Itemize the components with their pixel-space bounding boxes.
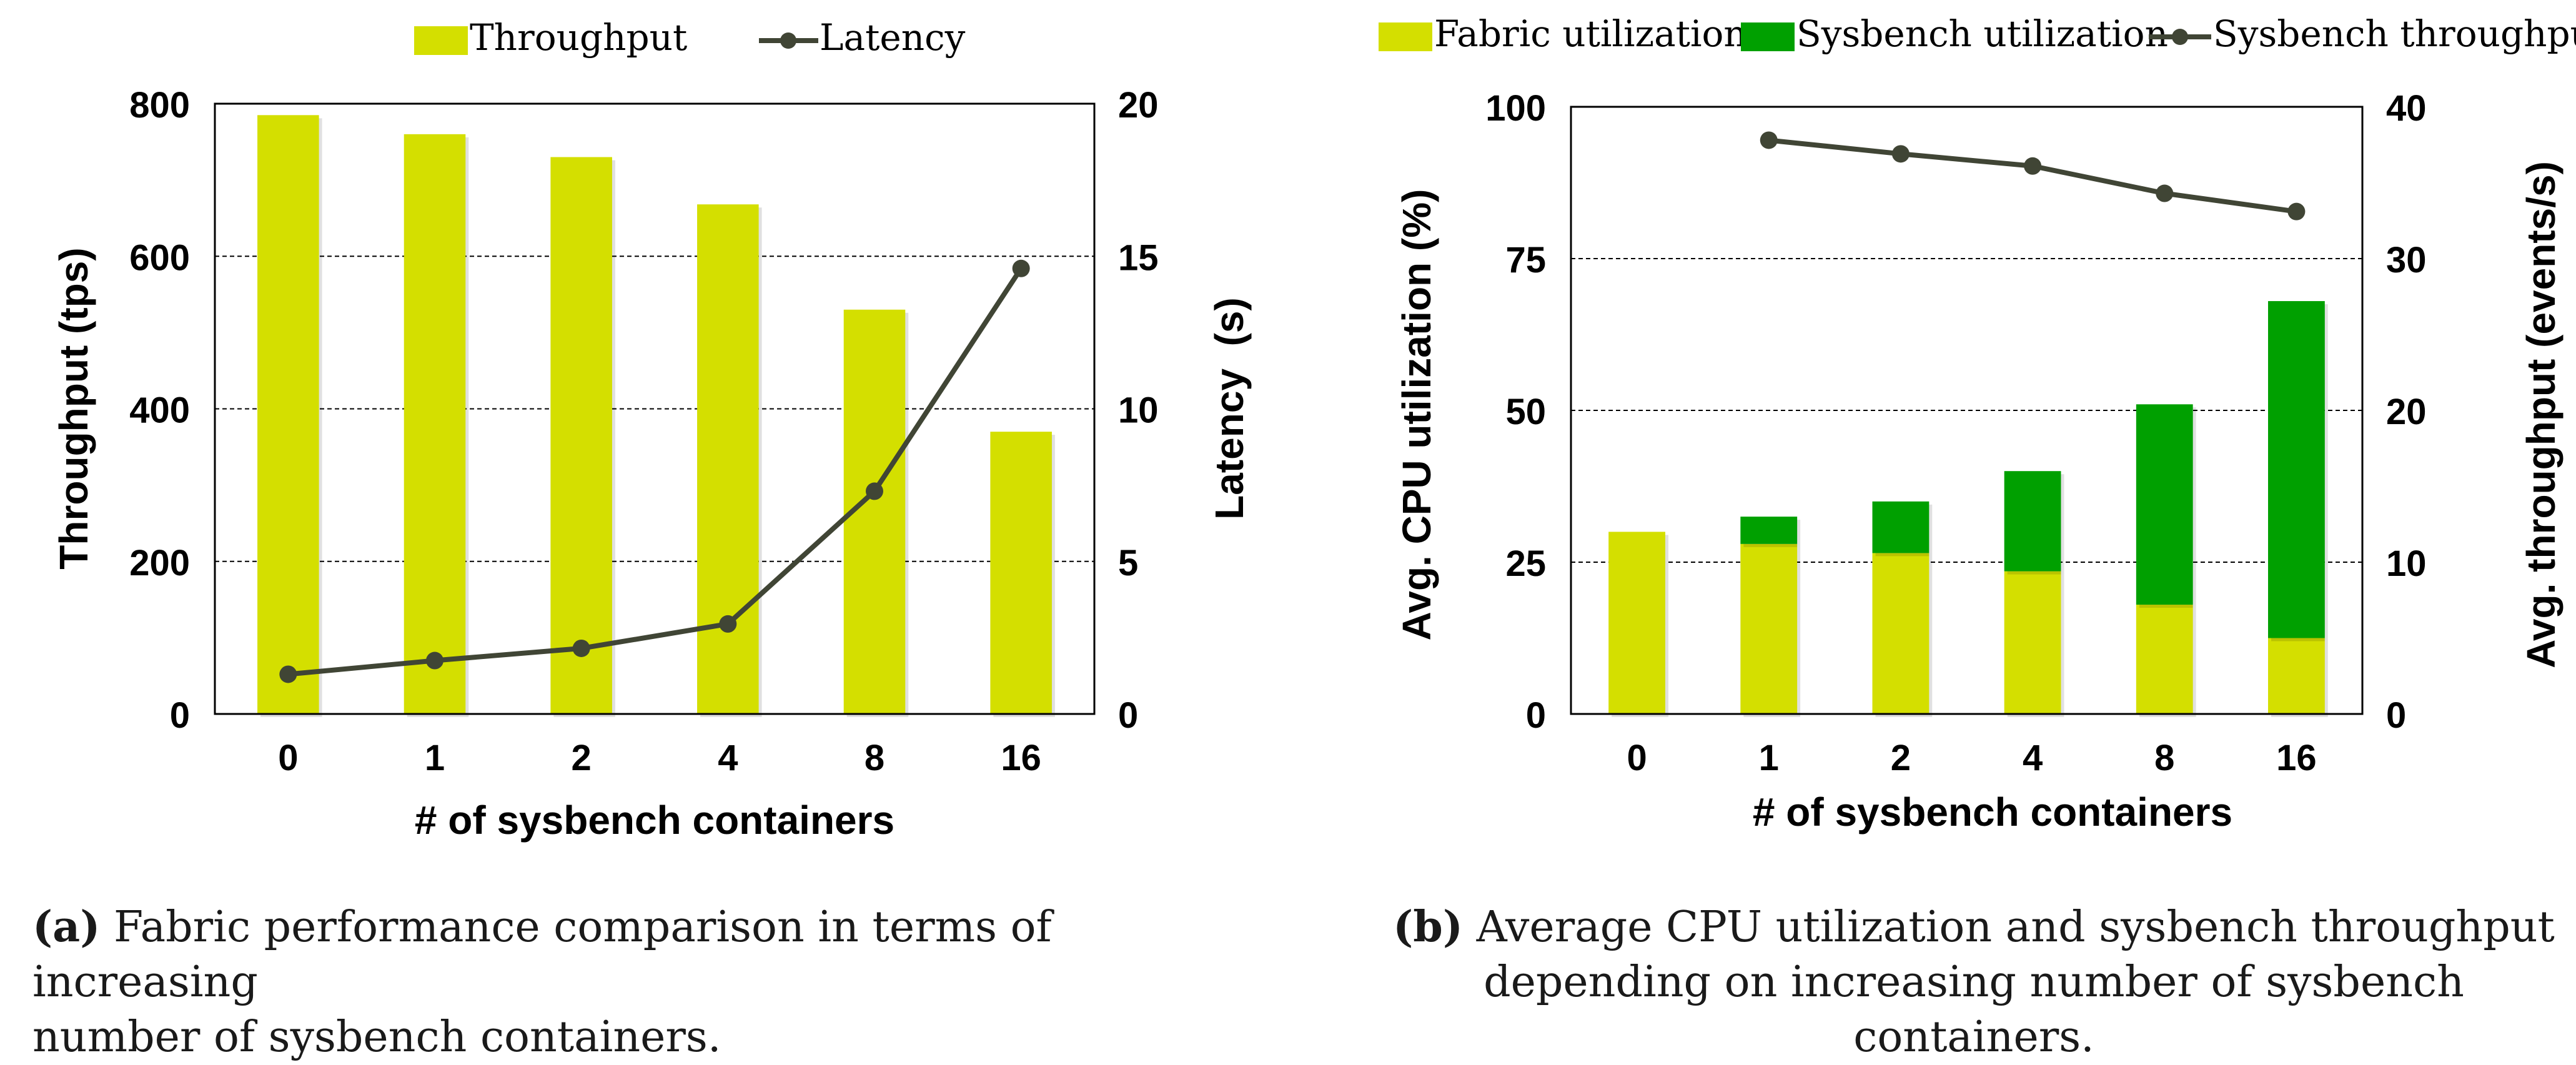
chart-b-legend: Fabric utilization Sysbench utilization … (1379, 12, 2576, 55)
chart-a-line-point (572, 639, 590, 657)
chart-a-y-tick-label: 200 (129, 543, 190, 583)
chart-a-y-axis-title: Throughput (tps) (51, 247, 96, 569)
caption-b: (b) Average CPU utilization and sysbench… (1374, 899, 2574, 1065)
caption-b-label: (b) (1393, 902, 1464, 952)
chart-a-line-point (866, 482, 883, 500)
chart-a-x-axis-title: # of sysbench containers (415, 798, 894, 843)
chart-b-line-point (1891, 145, 1910, 163)
chart-b-y-tick-label: 0 (1526, 695, 1546, 736)
chart-a-bar-throughput (697, 204, 759, 715)
chart-b-line-sysbench-throughput (1768, 137, 2297, 214)
chart-b-bar-fabric-utilization (1872, 553, 1930, 714)
chart-b-x-tick-label: 16 (2276, 738, 2317, 778)
chart-b-y-tick-label: 100 (1485, 88, 1546, 129)
chart-a-legend: Throughput Latency (414, 16, 966, 59)
chart-b-legend-fabric-label: Fabric utilization (1434, 12, 1747, 55)
chart-b-legend-fabric-swatch (1379, 22, 1432, 51)
chart-b-y-axis-title: Avg. CPU utilization (%) (1394, 189, 1439, 641)
caption-a-text-line1: Fabric performance comparison in terms o… (32, 903, 1052, 1007)
chart-a-legend-throughput-label: Throughput (470, 16, 687, 59)
chart-b-y-tick-label: 25 (1505, 543, 1546, 584)
chart-b-y2-tick-label: 40 (2386, 88, 2427, 129)
chart-b: 0 25 50 75 100 0 10 20 30 40 0 1 2 4 8 16 # of sysbench… (1379, 12, 2576, 835)
chart-b-line-point (2287, 202, 2306, 220)
chart-b-bar-fabric-utilization (2004, 571, 2061, 714)
caption-a-label: (a) (32, 902, 101, 952)
chart-a-line-point (279, 665, 297, 683)
chart-a-y2-tick-label: 0 (1118, 695, 1138, 736)
chart-a-bar-throughput (257, 115, 319, 715)
chart-b-legend-sysbench-util-label: Sysbench utilization (1796, 12, 2168, 55)
chart-a-legend-latency-marker (780, 32, 796, 49)
chart-b-legend-sysbench-util-swatch (1741, 22, 1795, 51)
chart-a-line-point (719, 615, 737, 633)
chart-a-x-tick-label: 16 (1001, 738, 1041, 778)
caption-a-text-line2: number of sysbench containers. (32, 1013, 721, 1062)
chart-b-legend-throughput-label: Sysbench throughput (2213, 12, 2576, 55)
chart-b-bar-sysbench-utilization (2268, 301, 2325, 638)
chart-b-x-tick-label: 8 (2154, 738, 2174, 778)
chart-a-y2-tick-label: 20 (1118, 85, 1159, 126)
chart-b-legend-throughput-marker (2172, 29, 2188, 45)
chart-b-line-point (1760, 131, 1778, 149)
caption-b-text-line1: Average CPU utilization and sysbench thr… (1476, 903, 2555, 952)
chart-a-bar-throughput (990, 432, 1052, 714)
chart-a-legend-throughput-swatch (414, 26, 468, 55)
chart-a-y2-tick-label: 5 (1118, 543, 1138, 583)
chart-a-y2-tick-label: 10 (1118, 390, 1159, 431)
chart-a-legend-latency-label: Latency (820, 16, 966, 59)
chart-b-y-tick-label: 75 (1505, 240, 1546, 280)
chart-b-line-point (2156, 184, 2174, 202)
chart-b-y-tick-label: 50 (1505, 392, 1546, 432)
chart-b-x-tick-label: 1 (1759, 738, 1779, 778)
chart-b-bar-sysbench-utilization (1872, 501, 1930, 553)
caption-b-text-line2: depending on increasing number of sysben… (1484, 958, 2464, 1062)
chart-b-x-tick-label: 0 (1627, 738, 1647, 778)
chart-a-x-tick-label: 2 (572, 738, 592, 778)
chart-b-y2-tick-label: 20 (2386, 392, 2427, 432)
chart-a-y2-axis-title: Latency (s) (1207, 297, 1252, 520)
chart-a-y-tick-label: 0 (170, 695, 190, 736)
chart-a-x-tick-label: 8 (864, 738, 884, 778)
chart-a-line-point (426, 651, 443, 670)
chart-a-x-tick-label: 4 (718, 738, 738, 778)
chart-b-x-tick-label: 2 (1891, 738, 1911, 778)
chart-a-y2-tick-label: 15 (1118, 237, 1159, 278)
chart-a-line-point (1012, 259, 1030, 277)
chart-a-plot-frame (214, 102, 1096, 715)
chart-b-bar-sysbench-utilization (2004, 471, 2061, 572)
chart-b-x-tick-label: 4 (2023, 738, 2043, 778)
chart-b-bar-sysbench-utilization (1740, 517, 1798, 544)
chart-b-line-point (2024, 157, 2042, 175)
chart-b-bar-fabric-utilization (2136, 605, 2193, 714)
chart-b-x-axis-title: # of sysbench containers (1753, 790, 2232, 835)
chart-b-bar-fabric-utilization (1740, 543, 1798, 714)
chart-b-y2-tick-label: 0 (2386, 695, 2406, 736)
chart-b-y2-tick-label: 10 (2386, 543, 2427, 584)
chart-a-bar-throughput (404, 134, 466, 715)
chart-a-x-tick-label: 1 (425, 738, 445, 778)
chart-a-x-tick-label: 0 (278, 738, 298, 778)
chart-b-bar-sysbench-utilization (2136, 404, 2193, 605)
chart-b-bar-fabric-utilization (2268, 638, 2325, 714)
chart-a-y-tick-label: 800 (129, 85, 190, 126)
chart-a-line-latency (287, 267, 1024, 677)
chart-b-y2-tick-label: 30 (2386, 240, 2427, 280)
chart-a-bar-throughput (550, 157, 612, 715)
chart-b-bar-fabric-utilization (1608, 532, 1665, 714)
chart-b-plot-frame (1570, 106, 2364, 715)
chart-a-y-tick-label: 400 (129, 390, 190, 431)
caption-a: (a) Fabric performance comparison in ter… (32, 899, 1257, 1065)
chart-a-y-tick-label: 600 (129, 237, 190, 278)
chart-b-y2-axis-title: Avg. throughput (events/s) (2519, 161, 2564, 668)
